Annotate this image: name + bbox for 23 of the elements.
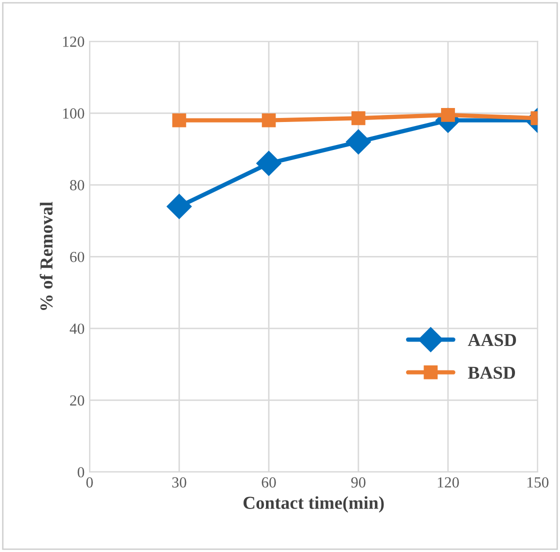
point — [166, 194, 192, 219]
y-tick-label: 80 — [70, 180, 84, 190]
point — [256, 150, 282, 176]
y-axis-title: % of Removal — [40, 202, 53, 310]
legend-label: BASD — [468, 366, 515, 379]
y-tick-label: 40 — [70, 324, 84, 334]
y-tick-label: 100 — [63, 108, 84, 119]
x-tick-label: 60 — [262, 477, 276, 488]
x-axis-title: Contact time(min) — [244, 496, 384, 513]
x-tick-label: 120 — [438, 477, 459, 488]
legend-label: AASD — [468, 334, 516, 346]
x-tick-label: 90 — [351, 477, 366, 488]
point — [346, 129, 371, 154]
x-tick-label: 0 — [86, 477, 93, 488]
y-tick-label: 20 — [70, 395, 84, 406]
x-tick-label: 30 — [172, 477, 186, 488]
y-tick-label: 120 — [63, 36, 84, 47]
y-tick-label: 0 — [78, 467, 84, 478]
point — [172, 113, 186, 128]
point — [351, 111, 366, 126]
point — [262, 113, 276, 128]
y-tick-label: 60 — [70, 252, 84, 262]
x-tick-label: 150 — [527, 477, 548, 488]
